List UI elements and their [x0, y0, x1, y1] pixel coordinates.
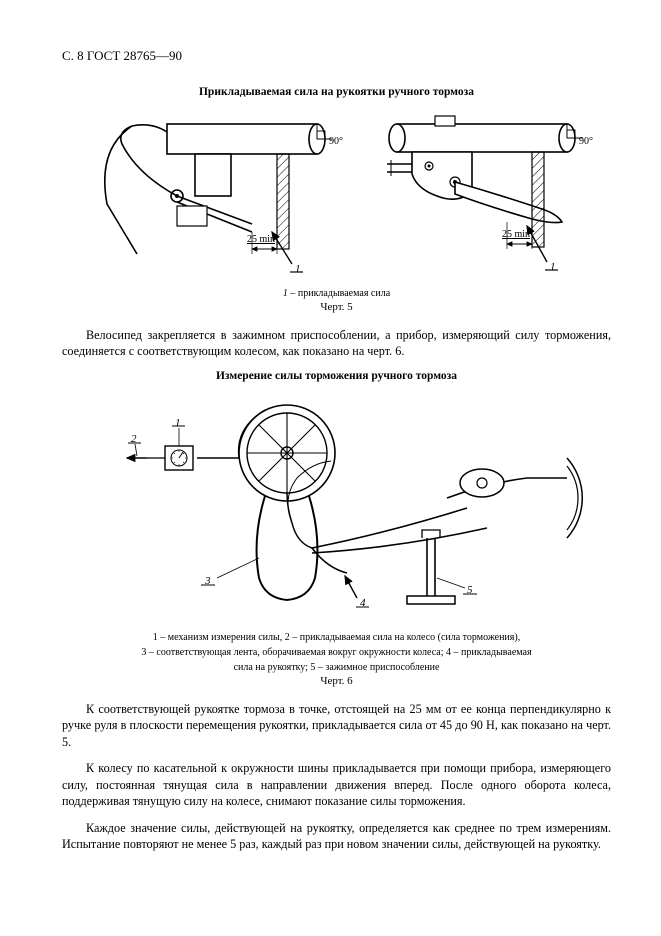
paragraph-1: Велосипед закрепляется в зажимном приспо…: [62, 327, 611, 360]
fig5-angle-left: 90°: [329, 136, 343, 147]
paragraph-4: Каждое значение силы, действующей на рук…: [62, 820, 611, 853]
fig5-dim-right: 25 min: [502, 229, 530, 240]
figure5-title: Прикладываемая сила на рукоятки ручного …: [62, 86, 611, 98]
figure5-svg: 90° 25 min 1: [67, 104, 607, 284]
fig6-l1: 1: [175, 417, 181, 429]
figure6-legend2: 3 – соответствующая лента, оборачиваемая…: [62, 647, 611, 658]
figure6-svg: 1 2 3 4: [87, 388, 587, 628]
fig5-dim-left: 25 min: [247, 234, 275, 245]
page-header: С. 8 ГОСТ 28765—90: [62, 48, 611, 64]
paragraph-2: К соответствующей рукоятке тормоза в точ…: [62, 701, 611, 750]
fig5-label1-left: 1: [295, 263, 301, 275]
figure6-legend3: сила на рукоятку; 5 – зажимное приспособ…: [62, 662, 611, 673]
figure6-legend1: 1 – механизм измерения силы, 2 – приклад…: [62, 632, 611, 643]
paragraph-3: К колесу по касательной к окружности шин…: [62, 760, 611, 809]
figure6-title: Измерение силы торможения ручного тормоз…: [62, 370, 611, 382]
figure5-number: Черт. 5: [62, 301, 611, 313]
figure6-number: Черт. 6: [62, 675, 611, 687]
figure5-legend: 1 – 1 – прикладываемая силаприкладываема…: [62, 288, 611, 299]
fig5-label1-right: 1: [550, 261, 556, 273]
fig5-angle-right: 90°: [579, 136, 593, 147]
